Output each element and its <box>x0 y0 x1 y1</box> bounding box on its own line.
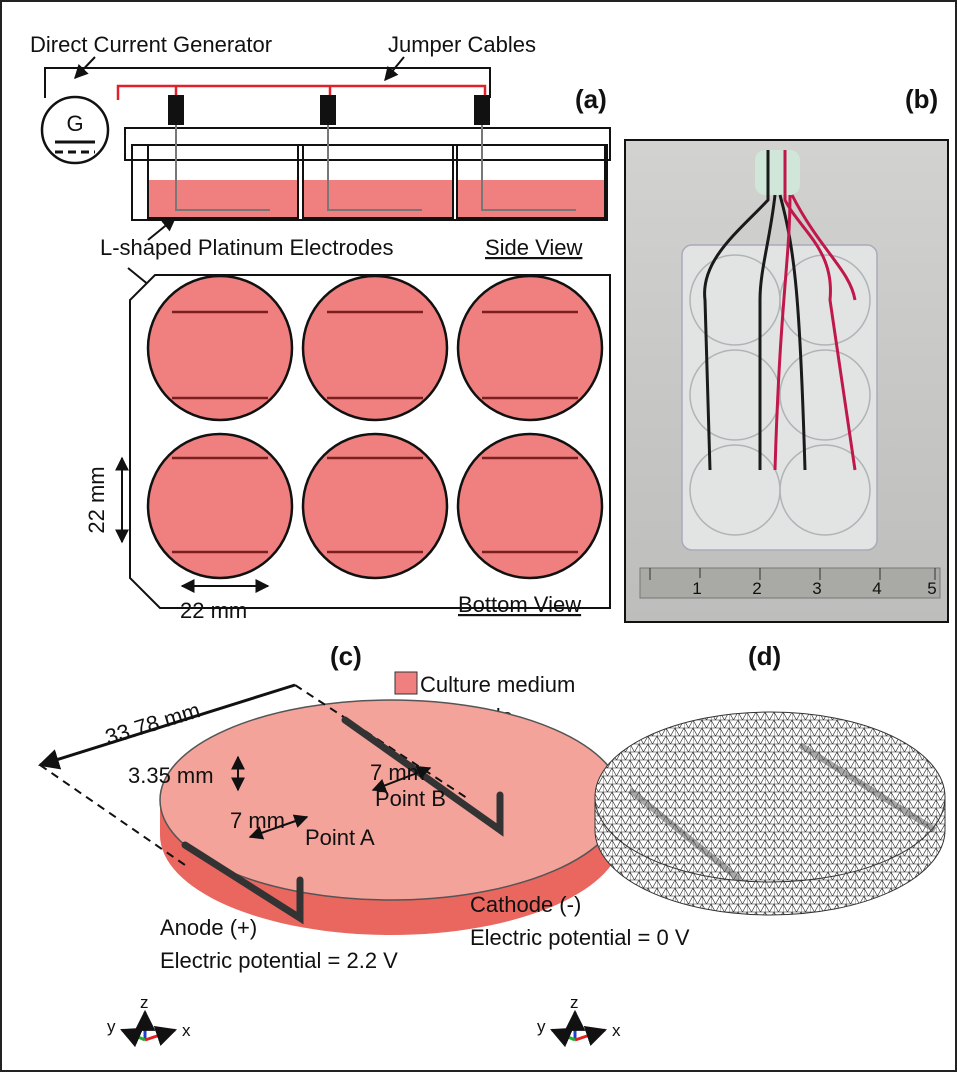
cathode-potential: Electric potential = 0 V <box>470 925 690 950</box>
bottom-view-part-part <box>148 434 292 578</box>
legend-swatch <box>395 672 417 694</box>
electrodes-label: L-shaped Platinum Electrodes <box>100 235 394 260</box>
side-view-part <box>303 180 453 218</box>
ruler-number: 5 <box>927 579 936 598</box>
bottom-view-part-part <box>303 434 447 578</box>
bottom-view-label: Bottom View <box>458 592 581 617</box>
width-dimension: 22 mm <box>180 598 247 623</box>
axis-label: x <box>612 1021 621 1040</box>
axis-label: y <box>107 1017 116 1036</box>
cathode-label: Cathode (-) <box>470 892 581 917</box>
mesh-top <box>595 712 945 882</box>
axis-label: y <box>537 1017 546 1036</box>
generator-symbol: G <box>66 111 83 136</box>
side-view-part <box>474 95 490 125</box>
panel-label: (c) <box>330 641 362 671</box>
axis-label: z <box>140 993 149 1012</box>
side-view-part <box>148 180 298 218</box>
legend-label: Culture medium <box>420 672 575 697</box>
side-view-label: Side View <box>485 235 583 260</box>
bottom-view-part-part <box>458 434 602 578</box>
bottom-view <box>130 275 610 608</box>
ruler-number: 1 <box>692 579 701 598</box>
side-view-part <box>168 95 184 125</box>
side-view-part <box>457 180 605 218</box>
anode-label: Anode (+) <box>160 915 257 940</box>
spacing-a: 7 mm <box>230 808 285 833</box>
cables-label: Jumper Cables <box>388 32 536 57</box>
connector <box>755 150 800 195</box>
ruler <box>640 568 940 598</box>
ruler-number: 3 <box>812 579 821 598</box>
anode-potential: Electric potential = 2.2 V <box>160 948 398 973</box>
side-view-part <box>320 95 336 125</box>
axis-label: z <box>570 993 579 1012</box>
axis-label: x <box>182 1021 191 1040</box>
point-b: Point B <box>375 786 446 811</box>
spacing-b: 7 mm <box>370 760 425 785</box>
generator-label: Direct Current Generator <box>30 32 272 57</box>
panel-b: (b) 1 2 3 4 5 <box>625 84 948 622</box>
height-dimension: 22 mm <box>84 466 109 533</box>
ruler-number: 4 <box>872 579 881 598</box>
figure: Direct Current Generator Jumper Cables (… <box>0 0 957 1072</box>
panel-label: (b) <box>905 84 938 114</box>
point-a: Point A <box>305 825 375 850</box>
panel-label: (d) <box>748 641 781 671</box>
ruler-number: 2 <box>752 579 761 598</box>
depth-label: 3.35 mm <box>128 763 214 788</box>
panel-label: (a) <box>575 84 607 114</box>
